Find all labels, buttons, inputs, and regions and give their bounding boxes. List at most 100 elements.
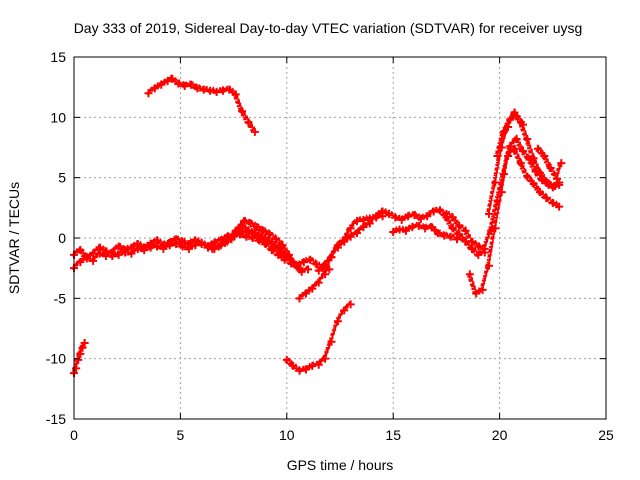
data-point	[333, 317, 342, 326]
data-point	[301, 289, 310, 298]
data-point	[76, 349, 85, 358]
data-point	[76, 246, 85, 255]
data-point	[259, 226, 268, 235]
data-point	[429, 207, 438, 216]
data-point	[218, 86, 227, 95]
x-tick-label: 5	[177, 427, 185, 443]
data-point	[191, 241, 200, 250]
data-point	[321, 260, 330, 269]
data-point	[295, 265, 304, 274]
data-point	[314, 266, 323, 275]
series-trail	[466, 146, 559, 295]
series-pass-4	[144, 74, 259, 136]
series-trail	[283, 301, 351, 373]
y-tick-label: -10	[46, 351, 66, 367]
data-point	[121, 248, 130, 257]
data-point	[378, 207, 387, 216]
grid-lines	[74, 57, 606, 419]
data-point	[346, 300, 355, 309]
data-point	[497, 188, 506, 197]
x-axis-label: GPS time / hours	[287, 457, 394, 473]
data-point	[250, 229, 259, 238]
data-point	[235, 230, 244, 239]
data-point	[372, 212, 381, 221]
data-point	[238, 107, 247, 116]
data-point	[455, 221, 464, 230]
data-point	[555, 202, 564, 211]
data-point	[172, 240, 181, 249]
data-point	[491, 224, 500, 233]
data-point	[263, 236, 272, 245]
data-point	[301, 365, 310, 374]
y-tick-label: -15	[46, 411, 66, 427]
data-point	[95, 243, 104, 252]
data-point	[455, 230, 464, 239]
data-point	[395, 225, 404, 234]
y-tick-label: 0	[58, 230, 66, 246]
data-point	[553, 174, 562, 183]
data-point	[225, 85, 234, 94]
data-point	[308, 361, 317, 370]
data-point	[506, 115, 515, 124]
data-point	[80, 338, 89, 347]
data-point	[474, 242, 483, 251]
data-point	[542, 177, 551, 186]
data-point	[180, 81, 189, 90]
data-point	[108, 252, 117, 261]
data-point	[523, 172, 532, 181]
series-pass-12	[465, 144, 564, 298]
data-point	[448, 224, 457, 233]
x-tick-label: 25	[598, 427, 614, 443]
data-point	[227, 235, 236, 244]
data-point	[199, 85, 208, 94]
data-point	[442, 209, 451, 218]
x-tick-label: 20	[492, 427, 508, 443]
data-point	[516, 159, 525, 168]
data-point	[272, 235, 281, 244]
series-pass-3	[70, 230, 289, 264]
data-point	[140, 246, 149, 255]
data-point	[529, 179, 538, 188]
data-point	[144, 89, 153, 98]
data-point	[340, 306, 349, 315]
data-point	[257, 232, 266, 241]
series-pass-1	[70, 338, 89, 378]
data-point	[193, 84, 202, 93]
data-point	[423, 212, 432, 221]
data-point	[314, 360, 323, 369]
data-point	[114, 242, 123, 251]
data-point	[548, 199, 557, 208]
data-point	[212, 87, 221, 96]
data-point	[414, 221, 423, 230]
data-point	[384, 209, 393, 218]
data-point	[427, 223, 436, 232]
data-point	[478, 285, 487, 294]
data-point	[346, 232, 355, 241]
data-point	[536, 168, 545, 177]
data-point	[504, 151, 513, 160]
data-point	[308, 284, 317, 293]
data-point	[101, 247, 110, 256]
data-point	[295, 294, 304, 303]
data-point	[480, 244, 489, 253]
series-pass-10	[389, 221, 462, 244]
data-point	[512, 112, 521, 121]
data-point	[295, 366, 304, 375]
data-point	[270, 241, 279, 250]
data-point	[410, 211, 419, 220]
data-point	[484, 261, 493, 270]
y-tick-label: 10	[50, 109, 66, 125]
data-point	[467, 244, 476, 253]
data-point	[89, 249, 98, 258]
data-point	[519, 147, 528, 156]
data-point	[306, 255, 315, 264]
chart-title: Day 333 of 2019, Sidereal Day-to-day VTE…	[74, 20, 583, 36]
data-point	[408, 223, 417, 232]
data-point	[72, 364, 81, 373]
data-point	[453, 235, 462, 244]
data-point	[421, 224, 430, 233]
y-tick-label: 15	[50, 49, 66, 65]
data-point	[231, 226, 240, 235]
data-point	[187, 80, 196, 89]
